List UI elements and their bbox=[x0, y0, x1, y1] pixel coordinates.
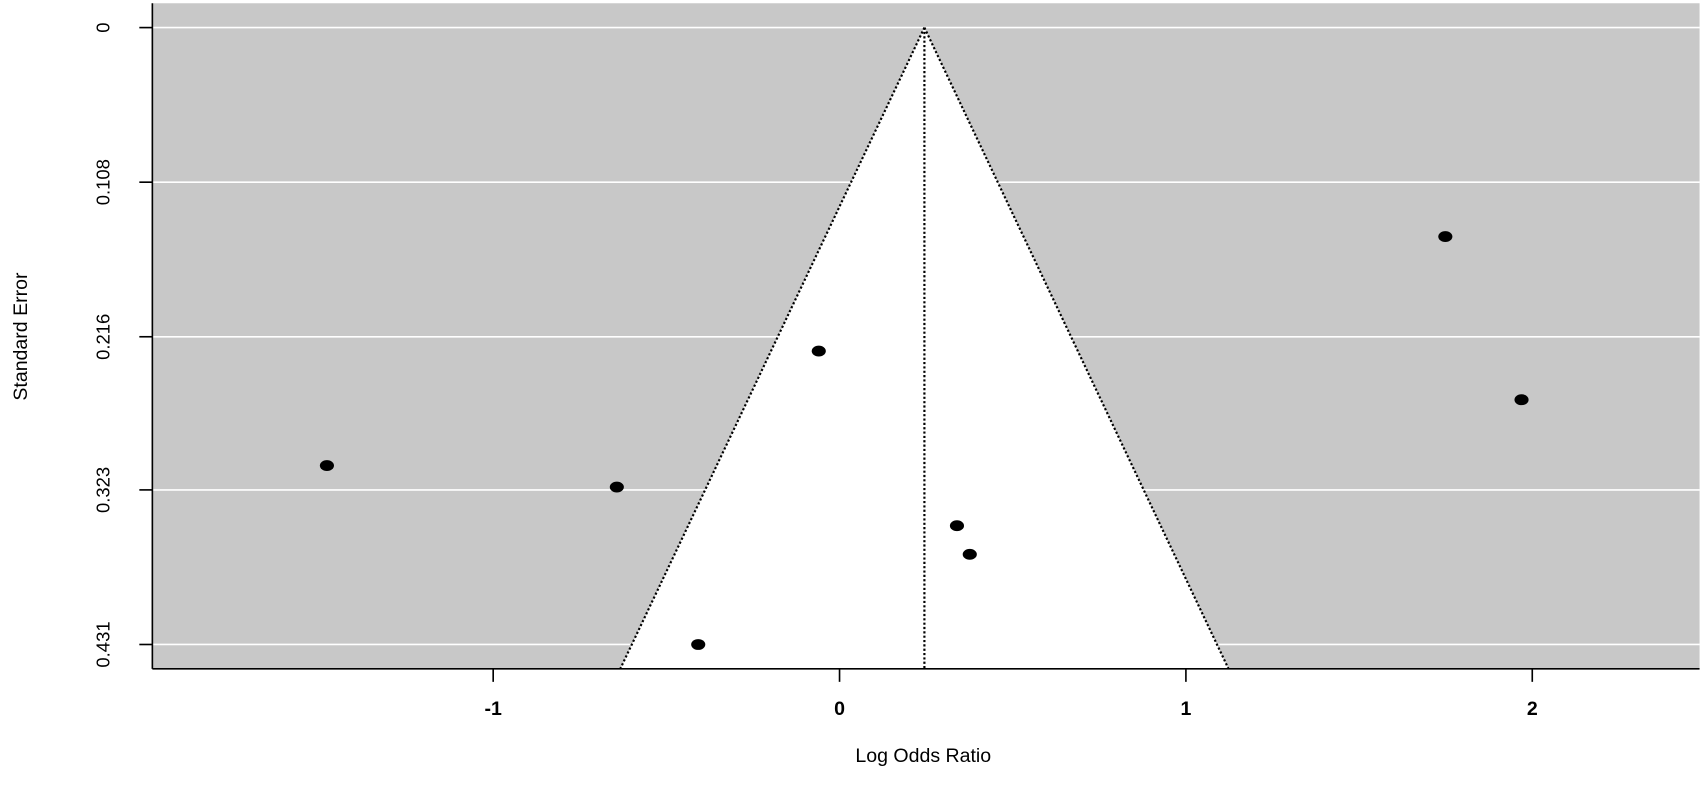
study-point bbox=[319, 460, 334, 472]
y-tick-label: 0.431 bbox=[92, 621, 113, 667]
x-tick-label: -1 bbox=[484, 698, 502, 720]
y-tick-label: 0.323 bbox=[92, 467, 113, 513]
x-tick-label: 0 bbox=[834, 698, 845, 720]
study-point bbox=[609, 481, 624, 493]
x-tick-label: 1 bbox=[1180, 698, 1191, 720]
study-point bbox=[949, 520, 965, 532]
study-point bbox=[1514, 394, 1529, 406]
x-axis-title: Log Odds Ratio bbox=[855, 745, 991, 767]
funnel-edge bbox=[923, 27, 1230, 670]
y-tick-label: 0 bbox=[92, 22, 113, 32]
y-tick-label: 0.216 bbox=[92, 314, 113, 360]
y-axis-title: Standard Error bbox=[10, 272, 32, 401]
study-point bbox=[691, 639, 706, 650]
y-tick-label: 0.108 bbox=[92, 159, 113, 205]
study-point bbox=[1438, 231, 1453, 242]
funnel-edge bbox=[619, 27, 926, 670]
study-point bbox=[962, 548, 977, 560]
funnel-region bbox=[620, 27, 1229, 669]
study-point bbox=[811, 345, 826, 357]
x-tick-label: 2 bbox=[1527, 698, 1538, 720]
